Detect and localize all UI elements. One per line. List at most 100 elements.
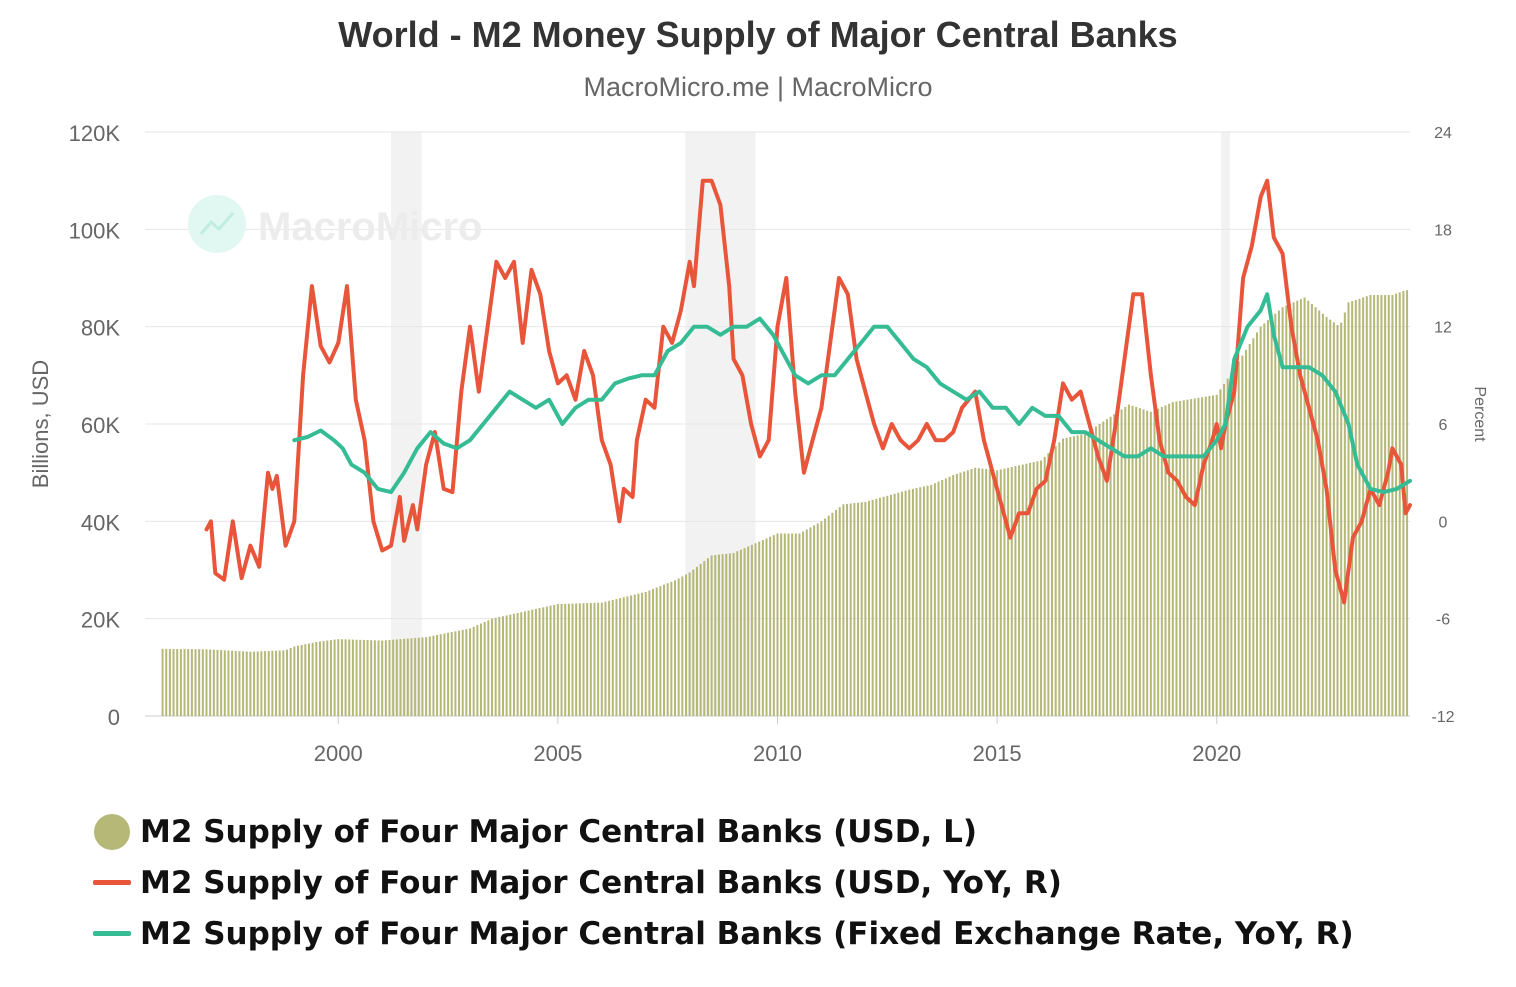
bar [1010,466,1013,716]
bar [794,533,797,716]
bar [275,650,278,716]
bar [1135,406,1138,716]
bar [988,469,991,716]
bar [395,639,398,716]
bar [1190,399,1193,716]
bar [1098,424,1101,716]
bar [714,554,717,716]
y-right-tick-label: 0 [1439,514,1448,531]
bar [238,651,241,716]
bar [355,639,358,716]
bar [1094,426,1097,716]
y-left-tick-label: 60K [81,413,120,438]
bar [187,649,190,716]
bar [165,648,168,716]
bar [952,475,955,716]
bar [231,650,234,716]
bar [1157,408,1160,716]
bar [168,648,171,716]
bar [897,492,900,716]
bar [999,469,1002,716]
bar [1029,462,1032,716]
bar [351,639,354,716]
y-right-tick-label: -12 [1431,709,1454,726]
bar [326,640,329,716]
bar [318,641,321,716]
bar [589,602,592,716]
y-left-tick-label: 20K [81,608,120,633]
x-tick-label: 2010 [753,741,802,766]
bar [1362,297,1365,716]
bar [1281,307,1284,716]
bar [381,640,384,716]
bar [315,642,318,716]
bar [520,612,523,716]
bar [249,651,252,716]
bar [1351,301,1354,716]
bar [461,629,464,716]
bar [1142,409,1145,716]
bar [267,650,270,716]
bar [981,468,984,716]
series-line-fixed-yoy[interactable] [292,292,1412,495]
bar [1208,396,1211,716]
bar [216,649,219,716]
bar [853,503,856,716]
bar [421,637,424,716]
bar [439,634,442,716]
bar [161,648,164,716]
bar [425,637,428,716]
bar [615,599,618,716]
y-left-tick-label: 0 [108,705,120,730]
bar [1069,436,1072,716]
bar [732,552,735,716]
bar [366,640,369,716]
bar [296,645,300,716]
y-right-tick-label: 6 [1439,417,1448,434]
bar [611,599,614,716]
bar [692,569,695,716]
bar [1153,410,1156,716]
legend-item-fixed-yoy[interactable]: M2 Supply of Four Major Central Banks (F… [92,908,1354,959]
bar [531,609,534,716]
bar [948,476,951,716]
legend-item-usd-yoy[interactable]: M2 Supply of Four Major Central Banks (U… [92,857,1354,908]
bar [282,650,285,716]
bar [809,527,812,716]
bar [955,473,958,716]
bar [857,502,860,716]
bar [553,604,556,716]
bar [176,649,179,716]
bar [564,603,567,716]
bar [1061,438,1065,716]
bar [728,553,731,716]
bar [824,518,827,716]
bar [846,503,849,716]
bar [286,649,289,716]
bar [926,485,929,716]
bar [1237,361,1240,716]
bar [469,628,472,716]
bar [637,593,640,716]
bar [1032,462,1035,716]
bar [1131,405,1134,716]
bar [227,650,230,716]
bar [1186,399,1189,716]
bar [1018,465,1021,716]
bar [1245,349,1248,716]
bar [710,555,713,716]
bar [337,639,340,716]
watermark-text: MacroMicro [258,205,483,249]
bar [959,472,962,716]
bar [1343,312,1346,716]
bar [260,651,263,716]
chart-subtitle: MacroMicro.me | MacroMicro [583,72,933,102]
bar [813,525,816,716]
legend-item-bars[interactable]: M2 Supply of Four Major Central Banks (U… [92,806,1354,857]
bar [963,471,966,716]
bar [483,621,486,716]
series-line-usd-yoy[interactable] [204,178,1412,605]
y-right-axis-label: Percent [1471,386,1488,442]
bar [1007,467,1010,716]
bar [311,642,314,716]
